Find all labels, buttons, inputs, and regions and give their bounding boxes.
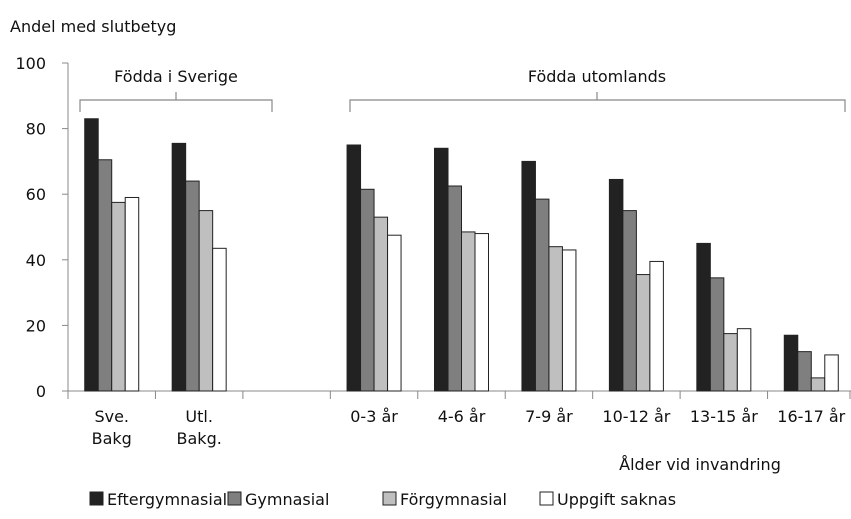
- annotation: Födda i Sverige: [114, 67, 238, 86]
- bar: [783, 334, 799, 392]
- bar: [736, 328, 752, 392]
- bar: [124, 196, 140, 392]
- bar: [622, 210, 637, 392]
- x-tick-label: 7-9 år: [525, 407, 573, 426]
- bar: [185, 180, 200, 392]
- bar: [198, 210, 214, 392]
- annotation: Födda utomlands: [528, 67, 666, 86]
- legend-swatch: [89, 491, 104, 506]
- bar: [97, 159, 113, 392]
- bar: [824, 354, 839, 392]
- bar: [111, 201, 126, 392]
- bar: [171, 142, 187, 392]
- bar: [373, 216, 389, 392]
- bar: [608, 178, 624, 392]
- bar: [434, 147, 449, 392]
- y-tick-label: 20: [26, 316, 46, 335]
- bar: [635, 274, 651, 392]
- y-tick-label: 40: [26, 251, 46, 270]
- x-tick-label: 4-6 år: [438, 407, 486, 426]
- bar: [212, 247, 227, 392]
- bar: [723, 333, 738, 392]
- x-tick-label: Utl. Bakg.: [177, 407, 222, 448]
- bar: [534, 198, 550, 392]
- y-axis-label: Andel med slutbetyg: [10, 17, 176, 36]
- bracket: [79, 92, 273, 112]
- legend-swatch: [539, 491, 554, 506]
- x-tick-label: 16-17 år: [777, 407, 845, 426]
- bar: [561, 249, 577, 392]
- legend-swatch: [382, 491, 397, 506]
- x-tick-label: Sve. Bakg: [92, 407, 132, 448]
- x-tick-label: 13-15 år: [690, 407, 758, 426]
- bar: [461, 231, 476, 392]
- x-tick-label: 10-12 år: [602, 407, 670, 426]
- bar: [521, 160, 536, 392]
- bar: [696, 242, 711, 392]
- bar: [797, 351, 812, 392]
- legend-label: Gymnasial: [245, 490, 329, 509]
- bar: [810, 377, 826, 392]
- x-axis-label: Ålder vid invandring: [619, 455, 781, 474]
- bar: [346, 144, 362, 392]
- bar: [84, 118, 99, 392]
- bar: [360, 188, 375, 392]
- y-tick-label: 100: [15, 54, 46, 73]
- bar: [447, 185, 462, 392]
- x-tick-label: 0-3 år: [350, 407, 398, 426]
- bracket: [349, 92, 846, 112]
- bar: [709, 277, 725, 392]
- y-tick-label: 60: [26, 185, 46, 204]
- bar: [474, 233, 489, 392]
- legend-swatch: [227, 491, 242, 506]
- bar: [548, 246, 563, 392]
- legend-label: Eftergymnasial: [107, 490, 227, 509]
- y-tick-label: 0: [36, 382, 46, 401]
- y-tick-label: 80: [26, 120, 46, 139]
- bar: [649, 260, 664, 392]
- legend-label: Förgymnasial: [400, 490, 507, 509]
- legend-label: Uppgift saknas: [557, 490, 676, 509]
- bar: [387, 234, 402, 392]
